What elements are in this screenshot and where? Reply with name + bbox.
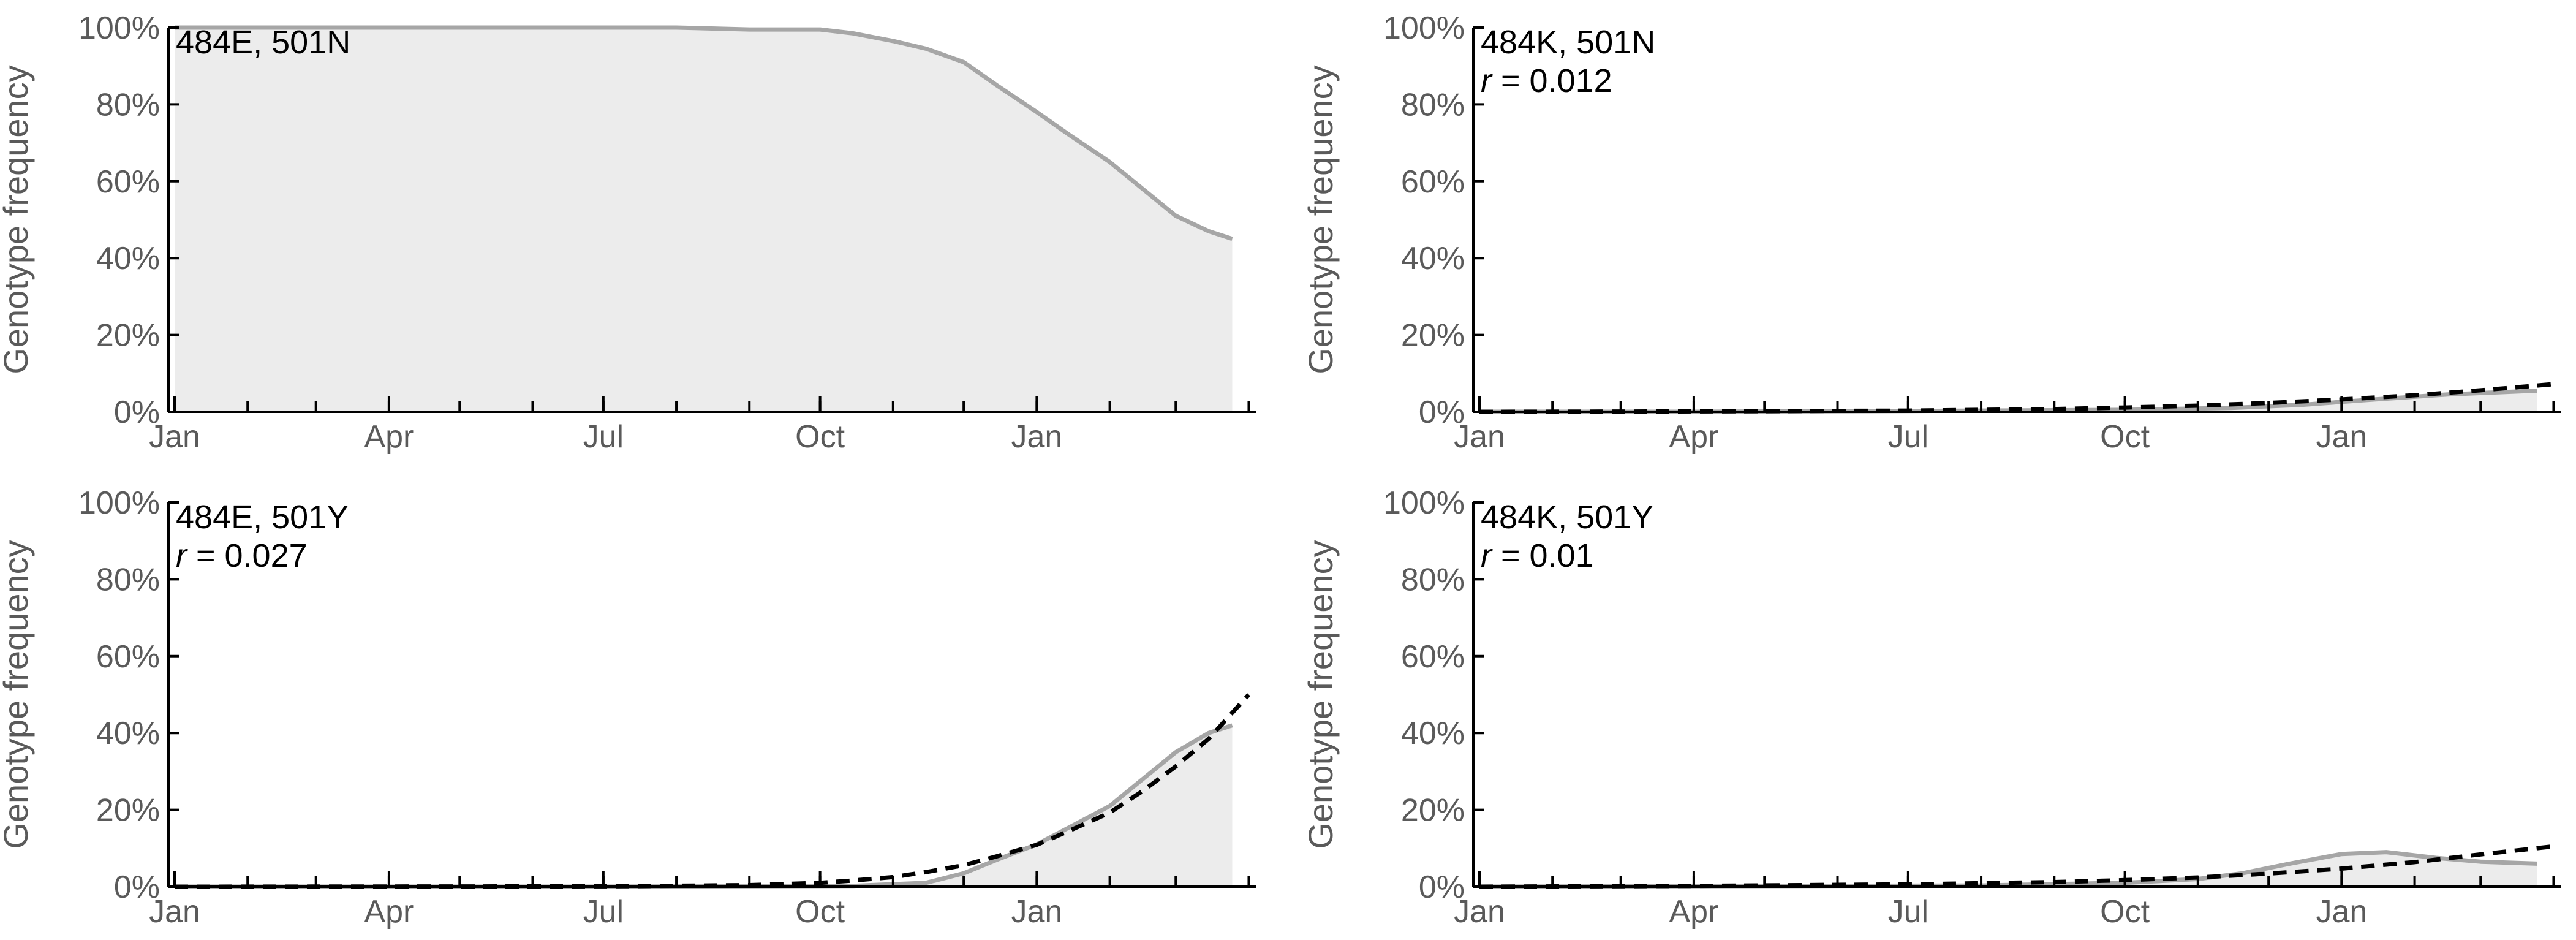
x-tick-label: Oct bbox=[795, 894, 845, 930]
x-tick-label: Apr bbox=[1669, 419, 1718, 455]
y-tick-label: 20% bbox=[96, 793, 160, 828]
x-tick-label: Apr bbox=[364, 894, 414, 930]
r-value-label: r = 0.012 bbox=[1481, 63, 1612, 99]
y-tick-label: 20% bbox=[1401, 318, 1465, 354]
y-tick-label: 80% bbox=[1401, 562, 1465, 597]
y-tick-label: 80% bbox=[96, 562, 160, 597]
x-tick-label: Oct bbox=[2100, 419, 2150, 455]
x-tick-label: Jan bbox=[149, 419, 200, 455]
observed-area bbox=[175, 725, 1233, 887]
panel-title: 484E, 501N bbox=[176, 24, 350, 61]
panel-3: 0% 20% 40% 60% 80% 100% Jan Apr Jul Oct Jan Genotyp… bbox=[0, 485, 1256, 930]
observed-line bbox=[175, 25, 1233, 241]
panel-title: 484K, 501N bbox=[1481, 24, 1655, 61]
observed-area bbox=[1479, 852, 2537, 887]
panel-title: 484K, 501Y bbox=[1481, 499, 1653, 536]
y-tick-label: 100% bbox=[78, 485, 160, 521]
panel-1: 0% 20% 40% 60% 80% 100% Jan Apr Jul Oct Jan Genotyp… bbox=[0, 10, 1256, 455]
y-tick-label: 0% bbox=[114, 870, 160, 905]
x-tick-label: Jan bbox=[149, 894, 200, 930]
r-value-label: r = 0.027 bbox=[176, 537, 308, 574]
y-tick-label: 60% bbox=[96, 639, 160, 675]
x-tick-label: Jan bbox=[1454, 419, 1505, 455]
y-tick-label: 60% bbox=[1401, 164, 1465, 200]
y-axis-label: Genotype frequency bbox=[1301, 540, 1340, 849]
y-tick-label: 20% bbox=[96, 318, 160, 354]
x-tick-label: Apr bbox=[364, 419, 414, 455]
x-tick-label: Jan bbox=[1454, 894, 1505, 930]
x-tick-label: Jan bbox=[1011, 419, 1062, 455]
panel-2: 0% 20% 40% 60% 80% 100% Jan Apr Jul Oct Jan Genotyp… bbox=[1301, 10, 2561, 455]
y-axis-label: Genotype frequency bbox=[0, 65, 35, 374]
y-tick-label: 0% bbox=[1419, 395, 1465, 430]
x-tick-label: Oct bbox=[795, 419, 845, 455]
x-tick-label: Jul bbox=[583, 419, 624, 455]
x-tick-label: Jan bbox=[2316, 419, 2367, 455]
x-tick-label: Apr bbox=[1669, 894, 1718, 930]
y-tick-label: 100% bbox=[78, 10, 160, 46]
y-tick-label: 40% bbox=[1401, 716, 1465, 751]
y-tick-label: 40% bbox=[96, 716, 160, 751]
y-tick-label: 80% bbox=[1401, 87, 1465, 123]
observed-area bbox=[175, 28, 1233, 412]
y-axis-label: Genotype frequency bbox=[1301, 65, 1340, 374]
y-tick-label: 0% bbox=[1419, 870, 1465, 905]
y-tick-label: 60% bbox=[1401, 639, 1465, 675]
x-tick-label: Jan bbox=[2316, 894, 2367, 930]
y-tick-label: 40% bbox=[1401, 241, 1465, 276]
y-tick-label: 20% bbox=[1401, 793, 1465, 828]
r-value-label: r = 0.01 bbox=[1481, 537, 1594, 574]
y-tick-label: 100% bbox=[1383, 10, 1465, 46]
panel-title: 484E, 501Y bbox=[176, 499, 349, 536]
y-tick-label: 80% bbox=[96, 87, 160, 123]
y-tick-label: 100% bbox=[1383, 485, 1465, 521]
x-tick-label: Jul bbox=[1888, 894, 1928, 930]
x-tick-label: Oct bbox=[2100, 894, 2150, 930]
x-tick-label: Jul bbox=[1888, 419, 1928, 455]
x-tick-label: Jan bbox=[1011, 894, 1062, 930]
panel-4: 0% 20% 40% 60% 80% 100% Jan Apr Jul Oct Jan Genotyp… bbox=[1301, 485, 2561, 930]
y-tick-label: 0% bbox=[114, 395, 160, 430]
y-axis-label: Genotype frequency bbox=[0, 540, 35, 849]
y-tick-label: 40% bbox=[96, 241, 160, 276]
x-tick-label: Jul bbox=[583, 894, 624, 930]
y-tick-label: 60% bbox=[96, 164, 160, 200]
